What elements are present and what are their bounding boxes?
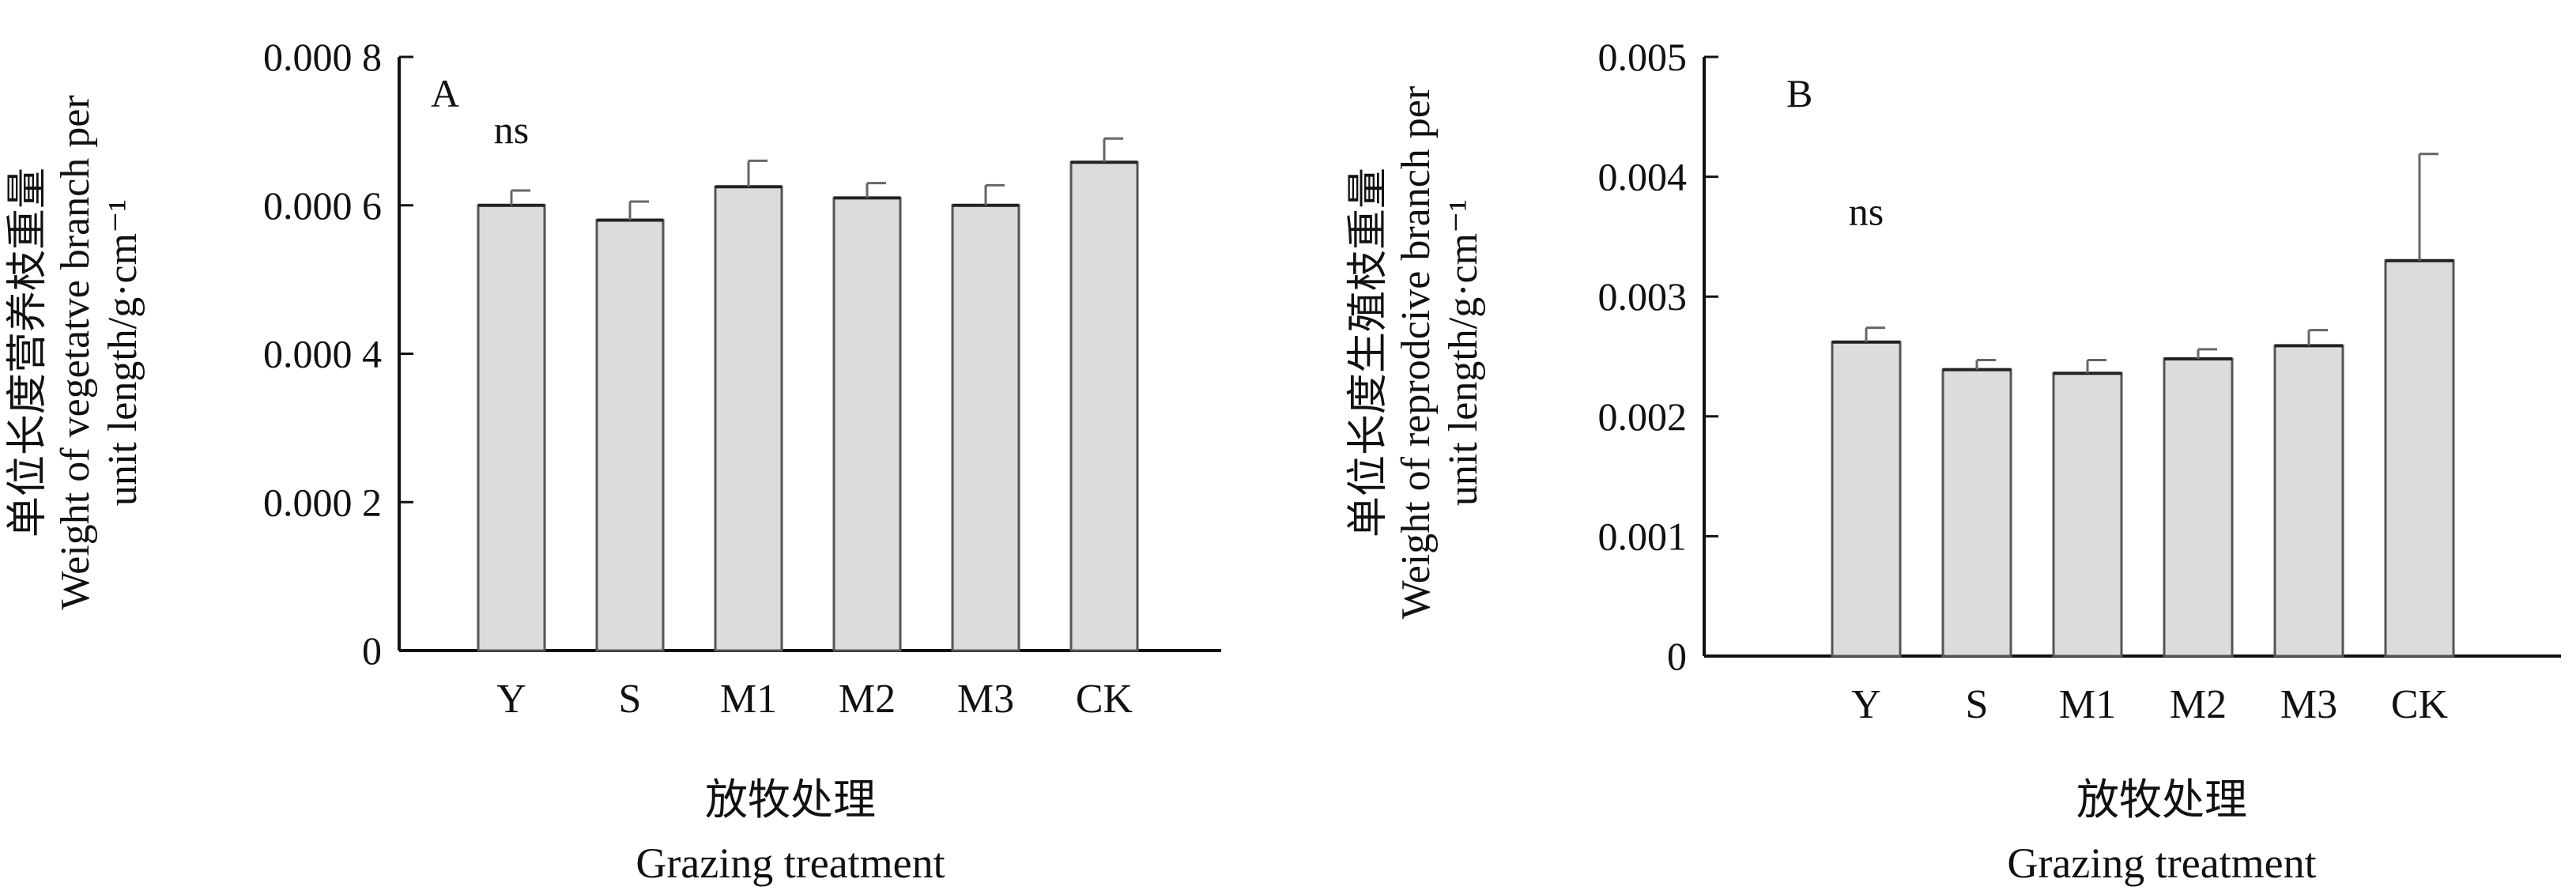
significance-label-b: ns (1849, 190, 1884, 234)
x-tick-label-a: M1 (720, 677, 777, 722)
x-tick-label-a: Y (496, 677, 526, 722)
x-tick-label-b: M1 (2059, 682, 2116, 727)
bar-a-s (595, 219, 665, 652)
x-axis-label-en-b: Grazing treatment (2007, 839, 2316, 887)
chart-panel-a: A 单位长度营养枝重量 Weight of vegetatve branch p… (6, 35, 1221, 887)
bar-b-ck (2384, 259, 2455, 658)
plot-area-b: 0 0.001 0.002 0.003 0.004 0.005 Y S M1 M2 M3 CK ns (1598, 35, 2561, 727)
y-axis-label-en-1-a: Weight of vegetatve branch per (53, 95, 98, 609)
bar-b-m2 (2163, 357, 2234, 658)
y-tick-label-b: 0.001 (1598, 514, 1688, 558)
bar-b-m3 (2273, 344, 2344, 658)
bar-b-y (1831, 341, 1902, 658)
x-tick-label-b: S (1966, 682, 1989, 727)
y-tick-label-a: 0.000 4 (263, 332, 382, 376)
bar-a-m1 (714, 185, 783, 652)
x-tick-label-a: CK (1076, 677, 1133, 722)
bar-a-y (477, 204, 546, 652)
plot-area-a: 0 0.000 2 0.000 4 0.000 6 0.000 8 Y S M1 M2 M3 CK n… (263, 35, 1221, 722)
y-tick-label-b: 0.005 (1598, 35, 1688, 79)
panel-label-a: A (431, 71, 459, 115)
x-axis-label-en-a: Grazing treatment (636, 839, 945, 887)
x-tick-label-b: Y (1851, 682, 1881, 727)
y-axis-label-en-1-b: Weight of reprodcive branch per (1394, 86, 1439, 619)
chart-panel-b: B 单位长度生殖枝重量 Weight of reprodcive branch … (1346, 35, 2561, 887)
y-axis-label-en-2-a: unit length/g·cm⁻¹ (100, 199, 145, 506)
y-axis-label-en-2-b: unit length/g·cm⁻¹ (1441, 199, 1486, 506)
significance-label-a: ns (494, 108, 529, 152)
x-tick-label-a: M2 (839, 677, 896, 722)
x-axis-label-cn-b: 放牧处理 (2076, 776, 2247, 824)
bar-b-m1 (2052, 372, 2123, 658)
x-tick-label-b: M2 (2170, 682, 2227, 727)
x-tick-label-a: S (619, 677, 642, 722)
y-tick-label-b: 0 (1667, 634, 1687, 678)
x-axis-label-cn-a: 放牧处理 (705, 776, 876, 824)
y-tick-label-a: 0.000 8 (263, 35, 382, 79)
x-tick-label-b: CK (2391, 682, 2449, 727)
panel-label-b: B (1786, 71, 1812, 115)
bar-a-m2 (832, 196, 902, 652)
bar-a-ck (1069, 160, 1139, 652)
y-tick-label-b: 0.003 (1598, 274, 1688, 319)
y-tick-label-a: 0.000 2 (263, 480, 382, 524)
bar-a-m3 (951, 204, 1020, 652)
y-tick-label-b: 0.002 (1598, 394, 1688, 439)
x-tick-label-b: M3 (2280, 682, 2337, 727)
x-tick-label-a: M3 (957, 677, 1014, 722)
y-tick-label-a: 0.000 6 (263, 183, 382, 228)
y-tick-label-b: 0.004 (1598, 155, 1688, 199)
y-axis-label-cn-a: 单位长度营养枝重量 (6, 168, 51, 538)
bar-b-s (1941, 368, 2012, 658)
y-axis-label-cn-b: 单位长度生殖枝重量 (1346, 168, 1391, 538)
y-tick-label-a: 0 (362, 628, 382, 673)
